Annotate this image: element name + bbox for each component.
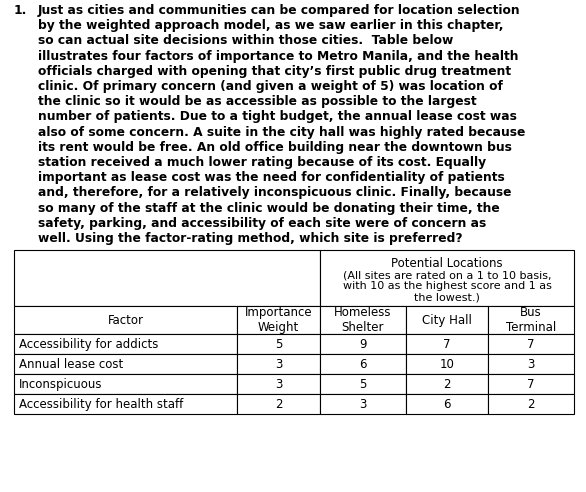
- Text: City Hall: City Hall: [422, 314, 472, 327]
- Text: 2: 2: [443, 378, 451, 391]
- Bar: [237, 334, 320, 354]
- Text: 6: 6: [359, 358, 367, 370]
- Text: important as lease cost was the need for confidentiality of patients: important as lease cost was the need for…: [38, 171, 505, 184]
- Text: illustrates four factors of importance to Metro Manila, and the health: illustrates four factors of importance t…: [38, 50, 519, 62]
- Text: 7: 7: [443, 338, 451, 351]
- Text: the lowest.): the lowest.): [414, 292, 480, 302]
- Bar: [320, 394, 406, 414]
- Text: with 10 as the highest score and 1 as: with 10 as the highest score and 1 as: [343, 281, 551, 291]
- Text: (All sites are rated on a 1 to 10 basis,: (All sites are rated on a 1 to 10 basis,: [343, 270, 551, 280]
- Bar: [406, 394, 488, 414]
- Bar: [320, 374, 406, 394]
- Bar: [237, 394, 320, 414]
- Bar: [237, 374, 320, 394]
- Text: 2: 2: [527, 398, 535, 411]
- Text: Importance
Weight: Importance Weight: [245, 306, 312, 334]
- Bar: [488, 334, 574, 354]
- Text: also of some concern. A suite in the city hall was highly rated because: also of some concern. A suite in the cit…: [38, 125, 526, 139]
- Bar: [237, 306, 320, 334]
- Bar: [14, 250, 320, 306]
- Text: 3: 3: [275, 358, 282, 370]
- Text: number of patients. Due to a tight budget, the annual lease cost was: number of patients. Due to a tight budge…: [38, 110, 517, 123]
- Text: station received a much lower rating because of its cost. Equally: station received a much lower rating bec…: [38, 156, 486, 169]
- Text: safety, parking, and accessibility of each site were of concern as: safety, parking, and accessibility of ea…: [38, 217, 486, 230]
- Text: Just as cities and communities can be compared for location selection: Just as cities and communities can be co…: [38, 4, 520, 17]
- Bar: [14, 394, 237, 414]
- Bar: [488, 354, 574, 374]
- Bar: [406, 306, 488, 334]
- Bar: [488, 394, 574, 414]
- Text: Homeless
Shelter: Homeless Shelter: [334, 306, 391, 334]
- Bar: [14, 374, 237, 394]
- Text: its rent would be free. An old office building near the downtown bus: its rent would be free. An old office bu…: [38, 141, 512, 154]
- Text: by the weighted approach model, as we saw earlier in this chapter,: by the weighted approach model, as we sa…: [38, 19, 503, 32]
- Text: 3: 3: [527, 358, 535, 370]
- Bar: [320, 334, 406, 354]
- Bar: [14, 354, 237, 374]
- Text: and, therefore, for a relatively inconspicuous clinic. Finally, because: and, therefore, for a relatively inconsp…: [38, 186, 512, 199]
- Text: 7: 7: [527, 378, 535, 391]
- Text: Annual lease cost: Annual lease cost: [19, 358, 123, 370]
- Bar: [237, 354, 320, 374]
- Text: 10: 10: [440, 358, 454, 370]
- Bar: [406, 334, 488, 354]
- Bar: [488, 374, 574, 394]
- Text: 5: 5: [275, 338, 282, 351]
- Text: Accessibility for addicts: Accessibility for addicts: [19, 338, 158, 351]
- Text: Factor: Factor: [108, 314, 144, 327]
- Text: clinic. Of primary concern (and given a weight of 5) was location of: clinic. Of primary concern (and given a …: [38, 80, 503, 93]
- Text: 9: 9: [359, 338, 367, 351]
- Text: Accessibility for health staff: Accessibility for health staff: [19, 398, 183, 411]
- Bar: [320, 354, 406, 374]
- Bar: [488, 306, 574, 334]
- Text: 2: 2: [275, 398, 282, 411]
- Bar: [320, 250, 574, 306]
- Bar: [406, 354, 488, 374]
- Bar: [14, 306, 237, 334]
- Text: 5: 5: [359, 378, 366, 391]
- Text: 7: 7: [527, 338, 535, 351]
- Text: Bus
Terminal: Bus Terminal: [506, 306, 556, 334]
- Text: Inconspicuous: Inconspicuous: [19, 378, 103, 391]
- Text: so can actual site decisions within those cities.  Table below: so can actual site decisions within thos…: [38, 34, 454, 47]
- Text: officials charged with opening that city’s first public drug treatment: officials charged with opening that city…: [38, 65, 511, 78]
- Text: 1.: 1.: [14, 4, 28, 17]
- Text: 3: 3: [275, 378, 282, 391]
- Bar: [406, 374, 488, 394]
- Text: so many of the staff at the clinic would be donating their time, the: so many of the staff at the clinic would…: [38, 202, 500, 215]
- Bar: [14, 334, 237, 354]
- Text: Potential Locations: Potential Locations: [391, 257, 503, 270]
- Text: well. Using the factor-rating method, which site is preferred?: well. Using the factor-rating method, wh…: [38, 232, 462, 245]
- Text: 6: 6: [443, 398, 451, 411]
- Bar: [320, 306, 406, 334]
- Text: 3: 3: [359, 398, 366, 411]
- Text: the clinic so it would be as accessible as possible to the largest: the clinic so it would be as accessible …: [38, 95, 476, 108]
